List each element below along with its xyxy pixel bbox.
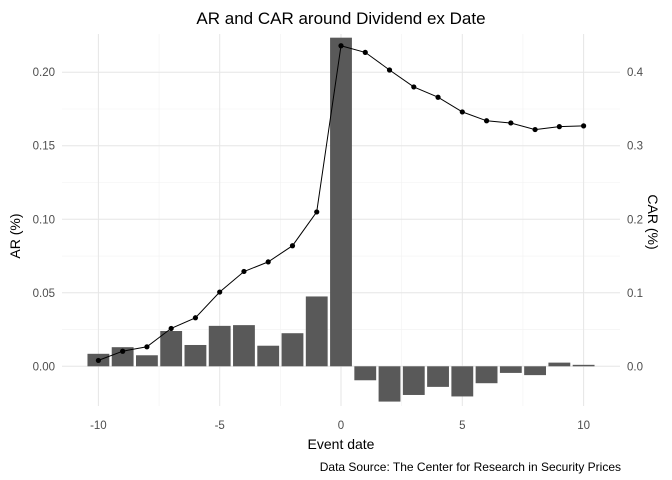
ar-bar [160, 331, 183, 367]
car-point [265, 259, 271, 265]
car-point [314, 209, 320, 215]
ar-bar [548, 362, 571, 367]
car-point [556, 124, 562, 130]
x-tick-label: 0 [338, 420, 344, 432]
y-axis-label: AR (%) [7, 213, 23, 258]
ar-bar [281, 333, 304, 367]
ar-bar [184, 344, 207, 367]
car-point [95, 357, 101, 364]
ar-bar [257, 345, 280, 367]
ar-bar [305, 296, 328, 367]
chart-title: AR and CAR around Dividend ex Date [196, 9, 485, 28]
car-point [168, 325, 174, 332]
car-point [120, 348, 126, 354]
car-point [411, 84, 417, 90]
car-point [217, 289, 223, 295]
x-tick-label: -10 [90, 420, 107, 432]
ar-bar [402, 366, 425, 395]
x-tick-label: -5 [215, 420, 225, 432]
data-source-caption: Data Source: The Center for Research in … [320, 460, 621, 474]
y-tick-label: 0.20 [33, 67, 55, 79]
ar-bar [499, 366, 522, 373]
y2-axis-label: CAR (%) [645, 194, 661, 249]
y-tick-label: 0.15 [33, 141, 55, 153]
car-point [508, 120, 514, 126]
car-point [532, 126, 538, 133]
ar-bar [524, 366, 547, 376]
x-tick-label: 5 [459, 420, 465, 432]
x-axis-label: Event date [308, 436, 375, 452]
ar-bar [330, 37, 352, 367]
ar-bar [233, 325, 255, 367]
ar-bar [475, 366, 498, 384]
y2-tick-label: 0.2 [627, 214, 643, 226]
y-tick-label: 0.00 [33, 361, 55, 373]
ar-bar [427, 366, 449, 387]
ar-bar [378, 366, 401, 402]
ar-bars [87, 37, 595, 402]
y2-tick-label: 0.3 [627, 141, 643, 153]
ar-bar [111, 347, 134, 367]
ar-bar [354, 366, 377, 381]
axes: -10 -5 0 5 10 0.00 0.05 0.10 0.15 0.20 0.0 0.1 0.2 0.… [33, 67, 644, 432]
ar-bar [208, 325, 231, 367]
y2-tick-label: 0.4 [627, 67, 644, 79]
y-tick-label: 0.05 [33, 288, 55, 300]
car-point [435, 94, 441, 100]
ar-bar [572, 364, 595, 367]
y2-tick-label: 0.0 [627, 361, 643, 373]
car-point [581, 123, 587, 129]
car-line [95, 43, 587, 364]
car-point [338, 43, 344, 49]
car-point [144, 344, 150, 350]
car-point [459, 109, 465, 115]
car-point [192, 315, 199, 321]
y-tick-label: 0.10 [33, 214, 55, 226]
y2-tick-label: 0.1 [627, 288, 643, 300]
ar-bar [451, 366, 474, 397]
x-tick-label: 10 [577, 420, 590, 432]
car-point [241, 268, 247, 275]
car-point [289, 243, 296, 249]
car-point [386, 67, 393, 73]
ar-bar [135, 355, 158, 367]
car-point [483, 118, 490, 124]
car-point [362, 49, 368, 55]
